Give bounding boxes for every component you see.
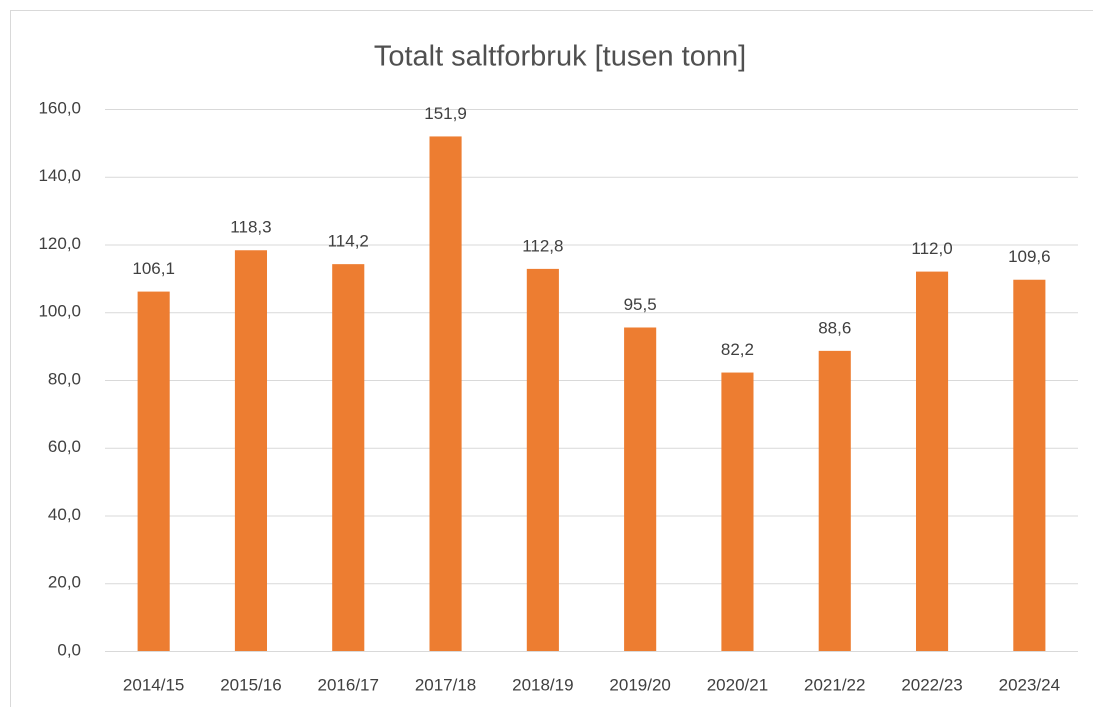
value-label: 95,5: [624, 295, 657, 314]
y-tick-label: 120,0: [38, 234, 81, 253]
x-tick-label: 2023/24: [999, 675, 1060, 694]
value-label: 82,2: [721, 340, 754, 359]
value-label: 106,1: [132, 259, 175, 278]
value-label: 88,6: [818, 318, 851, 337]
x-tick-label: 2020/21: [707, 675, 768, 694]
x-tick-label: 2022/23: [901, 675, 962, 694]
x-tick-label: 2016/17: [318, 675, 379, 694]
bar: [234, 250, 268, 652]
bar: [624, 327, 657, 651]
bar: [526, 268, 559, 651]
x-tick-label: 2019/20: [609, 675, 670, 694]
y-tick-label: 160,0: [38, 98, 81, 117]
x-tick-label: 2021/22: [804, 675, 865, 694]
bar: [332, 264, 365, 651]
y-tick-label: 40,0: [48, 505, 81, 524]
bar: [429, 136, 462, 652]
y-tick-label: 100,0: [38, 302, 81, 321]
y-tick-label: 80,0: [48, 369, 81, 388]
x-tick-label: 2015/16: [220, 675, 281, 694]
y-tick-label: 140,0: [38, 166, 81, 185]
x-tick-label: 2017/18: [415, 675, 476, 694]
y-tick-label: 0,0: [57, 640, 81, 659]
value-label: 109,6: [1008, 247, 1051, 266]
value-label: 112,0: [911, 239, 952, 258]
bar: [721, 372, 754, 651]
bar: [818, 350, 851, 651]
x-tick-label: 2018/19: [512, 675, 573, 694]
y-tick-label: 60,0: [48, 437, 81, 456]
value-label: 112,8: [522, 236, 563, 255]
bar: [915, 271, 949, 651]
x-tick-label: 2014/15: [123, 675, 184, 694]
value-label: 118,3: [230, 218, 271, 237]
value-label: 114,2: [328, 232, 369, 251]
bar: [1013, 279, 1046, 651]
bar: [137, 291, 170, 651]
y-tick-label: 20,0: [48, 573, 81, 592]
value-label: 151,9: [424, 104, 467, 123]
chart-title: Totalt saltforbruk [tusen tonn]: [374, 41, 746, 73]
